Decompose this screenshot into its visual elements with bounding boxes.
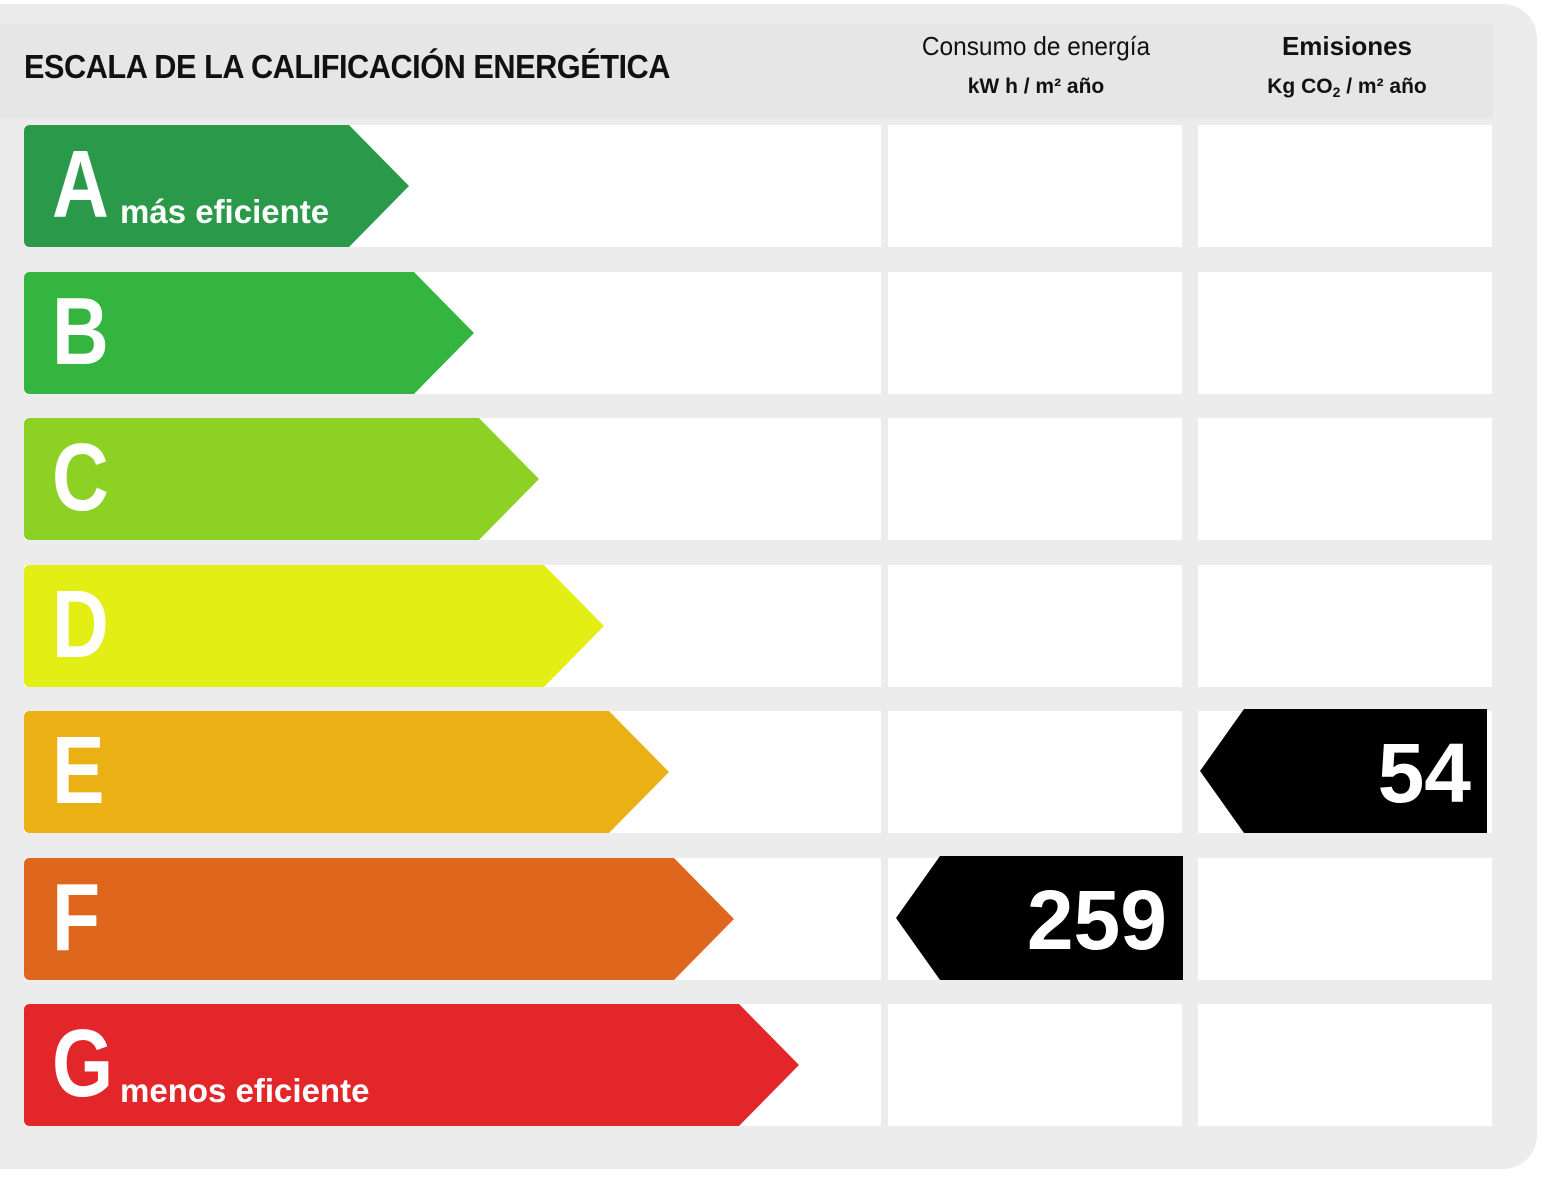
energy-column-header: Consumo de energía kW h / m² año (888, 30, 1184, 103)
energy-cell-c (888, 418, 1182, 540)
emissions-unit-suffix: / m² año (1340, 75, 1427, 98)
rating-arrow-fill-d (24, 565, 604, 687)
emissions-unit-subscript: 2 (1332, 84, 1341, 100)
rating-arrow-fill-c (24, 418, 539, 540)
emissions-cell-f (1198, 858, 1492, 980)
rating-arrow-fill-b (24, 272, 474, 394)
rating-letter-e: E (52, 717, 105, 824)
emissions-indicator-fill (1200, 709, 1487, 833)
rating-letter-f: F (52, 864, 101, 971)
energy-column-label: Consumo de energía (921, 31, 1151, 61)
energy-cell-e (888, 711, 1182, 833)
rating-letter-a: A (52, 131, 109, 238)
rating-arrow-f: F (24, 858, 734, 980)
rating-arrow-shape-e (24, 711, 669, 833)
rating-letter-b: B (52, 278, 109, 385)
rating-arrow-shape-f (24, 858, 734, 980)
emissions-cell-a (1198, 125, 1492, 247)
emissions-cell-c (1198, 418, 1492, 540)
rating-arrow-fill-a (24, 125, 409, 247)
rating-arrow-b: B (24, 272, 474, 394)
rating-letter-g: G (52, 1010, 114, 1117)
rating-arrow-fill-f (24, 858, 734, 980)
rating-arrow-fill-e (24, 711, 669, 833)
rating-arrow-e: E (24, 711, 669, 833)
energy-result-indicator: 259 (896, 856, 1183, 980)
rating-arrow-shape-a (24, 125, 409, 247)
rating-arrow-d: D (24, 565, 604, 687)
rating-arrow-c: C (24, 418, 539, 540)
emissions-column-unit: Kg CO2 / m² año (1199, 71, 1495, 108)
emissions-unit-prefix: Kg CO (1267, 75, 1333, 98)
energy-indicator-shape (896, 856, 1183, 980)
energy-cell-b (888, 272, 1182, 394)
emissions-cell-g (1198, 1004, 1492, 1126)
emissions-column-header: Emisiones Kg CO2 / m² año (1199, 30, 1495, 108)
emissions-cell-b (1198, 272, 1492, 394)
rating-arrow-fill-g (24, 1004, 799, 1126)
energy-cell-a (888, 125, 1182, 247)
energy-cell-g (888, 1004, 1182, 1126)
emissions-indicator-shape (1200, 709, 1487, 833)
energy-column-unit: kW h / m² año (967, 75, 1105, 98)
rating-arrow-shape-b (24, 272, 474, 394)
energy-cell-d (888, 565, 1182, 687)
page-title: ESCALA DE LA CALIFICACIÓN ENERGÉTICA (24, 48, 670, 85)
rating-caption-g: menos eficiente (120, 1072, 370, 1109)
rating-arrow-shape-c (24, 418, 539, 540)
rating-caption-a: más eficiente (120, 193, 330, 230)
energy-indicator-fill (896, 856, 1183, 980)
rating-arrow-shape-g (24, 1004, 799, 1126)
emissions-result-indicator: 54 (1200, 709, 1487, 833)
rating-letter-c: C (52, 424, 109, 531)
rating-letter-d: D (52, 571, 109, 678)
emissions-result-value: 54 (1377, 726, 1471, 820)
energy-result-value: 259 (1026, 873, 1167, 967)
emissions-cell-d (1198, 565, 1492, 687)
emissions-column-label: Emisiones (1281, 31, 1413, 61)
rating-arrow-shape-d (24, 565, 604, 687)
header-bar (0, 24, 1493, 119)
